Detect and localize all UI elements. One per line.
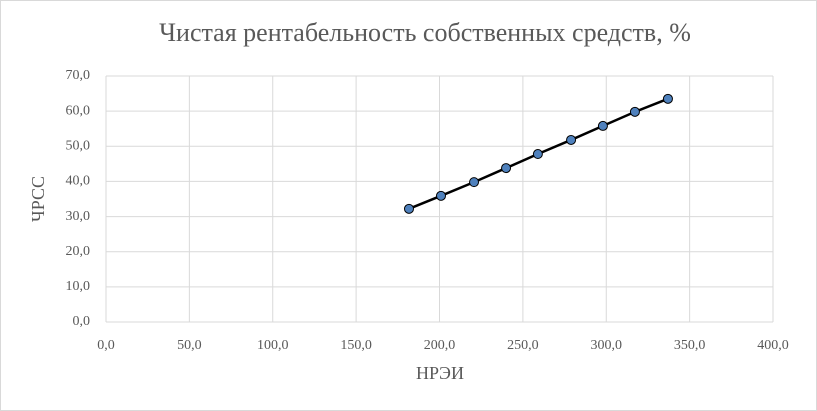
- y-tick-label: 20,0: [66, 244, 91, 259]
- y-tick-label: 40,0: [66, 174, 91, 189]
- y-tick-label: 70,0: [66, 68, 91, 83]
- data-point: [662, 93, 673, 104]
- y-tick-label: 10,0: [66, 279, 91, 294]
- x-tick-label: 150,0: [340, 338, 372, 353]
- x-tick-label: 400,0: [757, 338, 789, 353]
- data-point: [532, 149, 543, 160]
- y-tick-label: 50,0: [66, 139, 91, 154]
- data-point: [403, 203, 414, 214]
- data-point: [436, 190, 447, 201]
- x-tick-label: 250,0: [507, 338, 539, 353]
- x-tick-label: 350,0: [674, 338, 706, 353]
- x-tick-label: 50,0: [177, 338, 202, 353]
- x-tick-label: 100,0: [257, 338, 289, 353]
- y-tick-label: 30,0: [66, 209, 91, 224]
- x-tick-label: 200,0: [424, 338, 456, 353]
- x-tick-label: 0,0: [97, 338, 115, 353]
- y-tick-label: 0,0: [73, 314, 91, 329]
- data-point: [501, 163, 512, 174]
- y-axis-label: ЧРСС: [28, 176, 48, 222]
- data-point: [597, 120, 608, 131]
- y-tick-label: 60,0: [66, 103, 91, 118]
- x-tick-label: 300,0: [591, 338, 623, 353]
- chart-title: Чистая рентабельность собственных средст…: [159, 18, 691, 47]
- data-point: [629, 106, 640, 117]
- data-point: [566, 134, 577, 145]
- x-axis-label: НРЭИ: [416, 363, 464, 383]
- data-point: [469, 177, 480, 188]
